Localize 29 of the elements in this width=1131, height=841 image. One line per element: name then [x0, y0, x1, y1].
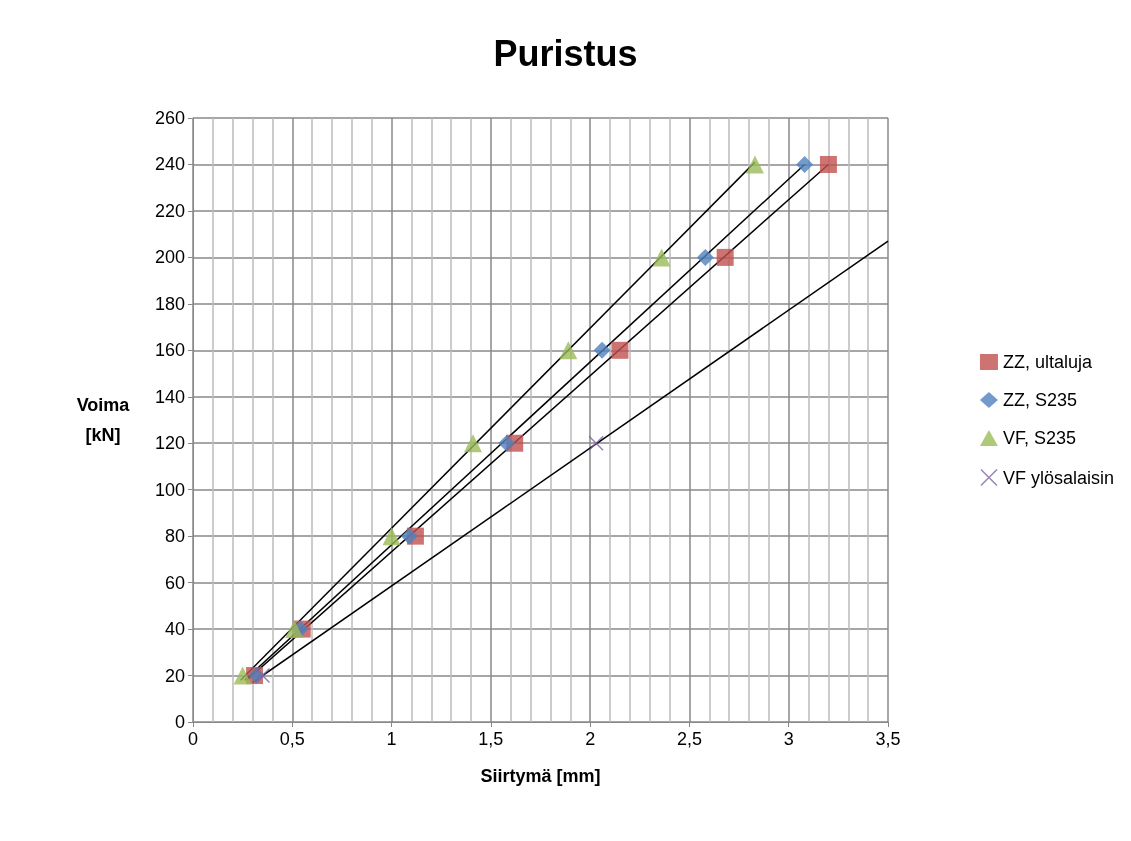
x-tick-label: 1,5: [478, 729, 504, 749]
legend-label: ZZ, ultaluja: [1002, 352, 1093, 372]
legend-label: VF, S235: [1002, 428, 1077, 448]
y-tick-label: 140: [154, 386, 185, 407]
y-tick-label: 200: [154, 247, 185, 268]
y-axis-title: Voima [kN]: [76, 395, 131, 445]
y-tick-label: 160: [154, 340, 185, 361]
y-tick-label: 40: [164, 619, 185, 640]
legend-label: VF ylösalaisin: [1002, 467, 1115, 488]
y-tick-label: 120: [154, 433, 185, 454]
x-tick-label: 2: [585, 729, 596, 749]
x-tick-label: 3: [783, 729, 794, 749]
x-tick-label: 0,5: [279, 729, 305, 749]
x-tick-label: 0: [187, 729, 199, 749]
y-tick-label: 240: [154, 154, 185, 175]
y-tick-label: 260: [154, 108, 185, 128]
legend-label: ZZ, S235: [1002, 390, 1077, 410]
y-tick-label: 100: [154, 479, 185, 500]
chart-title: Puristus: [493, 32, 638, 74]
x-tick-label: 2,5: [676, 729, 702, 749]
y-tick-label: 0: [174, 712, 185, 732]
y-tick-label: 220: [154, 200, 185, 221]
y-tick-label: 80: [164, 526, 185, 547]
y-tick-label: 20: [164, 665, 185, 686]
y-tick-label: 180: [154, 293, 185, 314]
y-tick-label: 60: [164, 572, 185, 593]
x-axis-title: Siirtymä [mm]: [480, 766, 601, 786]
x-tick-label: 1: [386, 729, 397, 749]
x-tick-label: 3,5: [875, 729, 901, 749]
